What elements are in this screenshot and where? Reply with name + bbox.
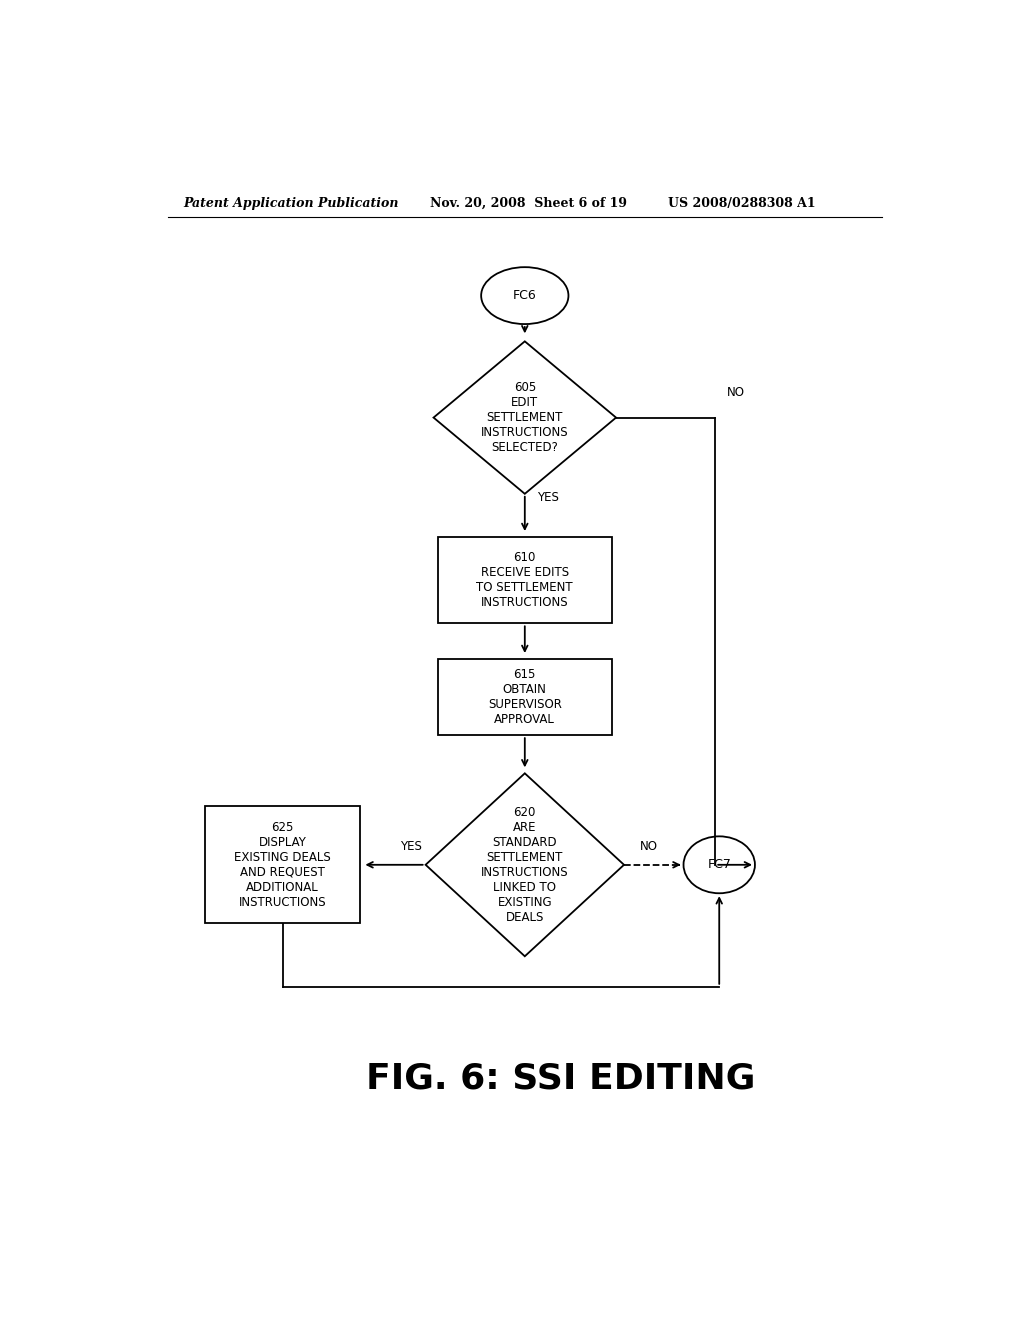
Text: 615
OBTAIN
SUPERVISOR
APPROVAL: 615 OBTAIN SUPERVISOR APPROVAL	[487, 668, 562, 726]
Bar	[437, 659, 612, 735]
Text: Patent Application Publication: Patent Application Publication	[183, 197, 399, 210]
Text: 620
ARE
STANDARD
SETTLEMENT
INSTRUCTIONS
LINKED TO
EXISTING
DEALS: 620 ARE STANDARD SETTLEMENT INSTRUCTIONS…	[481, 805, 568, 924]
Polygon shape	[426, 774, 624, 956]
Polygon shape	[433, 342, 616, 494]
Text: 625
DISPLAY
EXISTING DEALS
AND REQUEST
ADDITIONAL
INSTRUCTIONS: 625 DISPLAY EXISTING DEALS AND REQUEST A…	[234, 821, 331, 908]
Text: FIG. 6: SSI EDITING: FIG. 6: SSI EDITING	[367, 1061, 756, 1096]
Text: YES: YES	[537, 491, 558, 504]
Text: FC6: FC6	[513, 289, 537, 302]
Text: NO: NO	[727, 385, 745, 399]
Bar	[437, 537, 612, 623]
Bar	[206, 807, 360, 923]
Text: Nov. 20, 2008  Sheet 6 of 19: Nov. 20, 2008 Sheet 6 of 19	[430, 197, 627, 210]
Text: FC7: FC7	[708, 858, 731, 871]
Text: 605
EDIT
SETTLEMENT
INSTRUCTIONS
SELECTED?: 605 EDIT SETTLEMENT INSTRUCTIONS SELECTE…	[481, 381, 568, 454]
Text: 610
RECEIVE EDITS
TO SETTLEMENT
INSTRUCTIONS: 610 RECEIVE EDITS TO SETTLEMENT INSTRUCT…	[476, 552, 573, 610]
Text: US 2008/0288308 A1: US 2008/0288308 A1	[668, 197, 815, 210]
Text: NO: NO	[640, 840, 657, 853]
Text: YES: YES	[399, 840, 422, 853]
